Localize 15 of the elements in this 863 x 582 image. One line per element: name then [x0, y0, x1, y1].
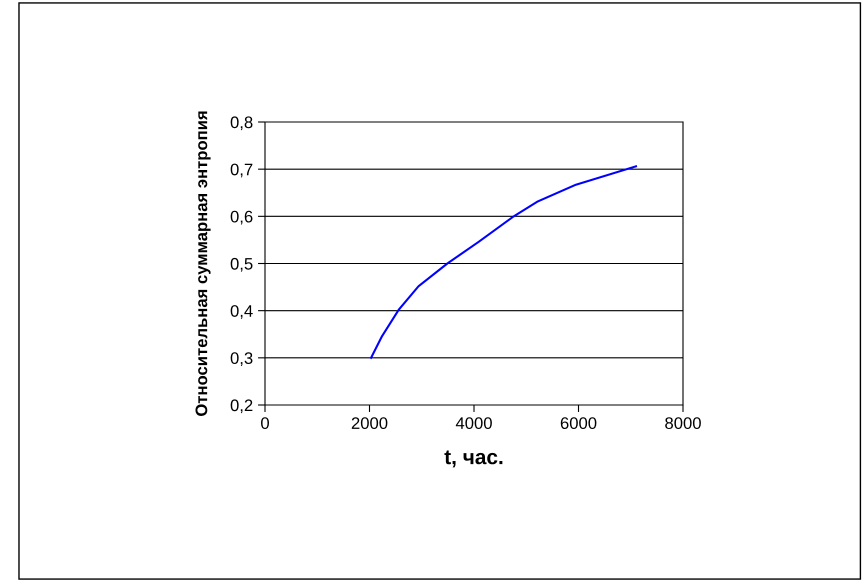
- y-tick-label: 0,8: [230, 116, 252, 130]
- x-axis-title: t, час.: [444, 450, 502, 468]
- y-tick-label: 0,2: [230, 399, 252, 414]
- y-tick-label: 0,6: [230, 210, 252, 225]
- x-tick-label: 0: [261, 417, 269, 430]
- y-axis-title: Относительная суммарная энтропия: [195, 111, 211, 416]
- y-tick-label: 0,3: [230, 352, 252, 366]
- y-tick-label: 0,7: [230, 164, 252, 178]
- y-tick-label: 0,5: [230, 258, 252, 272]
- x-tick-label: 6000: [560, 417, 596, 430]
- line-series: [370, 165, 638, 359]
- x-tick-label: 2000: [352, 417, 388, 430]
- x-tick-label: 4000: [456, 417, 492, 430]
- y-tick-label: 0,4: [230, 305, 253, 319]
- x-tick-label: 8000: [665, 417, 701, 430]
